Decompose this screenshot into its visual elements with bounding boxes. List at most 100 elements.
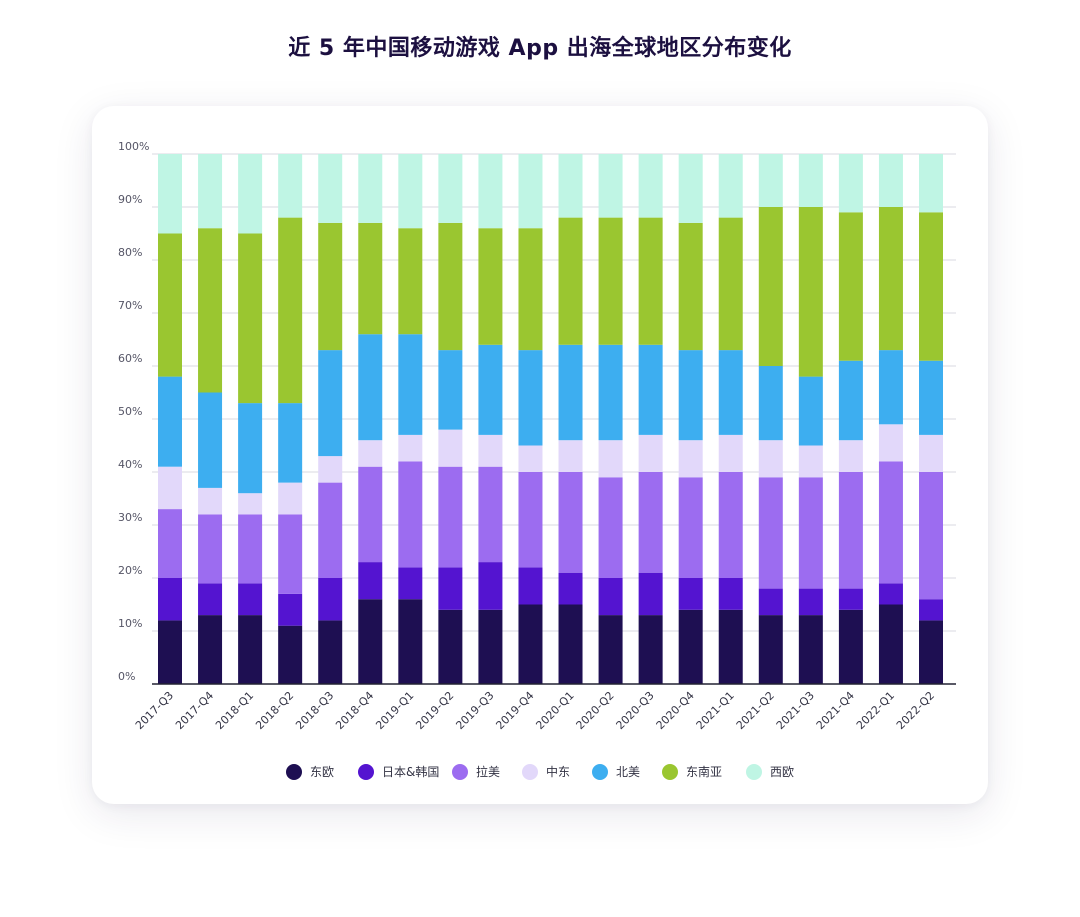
bar-segment	[798, 154, 823, 207]
bar-segment	[318, 482, 343, 578]
x-tick-label: 2020-Q4	[654, 689, 697, 732]
bar-segment	[478, 562, 503, 610]
x-tick-label: 2018-Q2	[253, 689, 296, 732]
bar-segment	[718, 154, 743, 218]
bar-segment	[278, 625, 303, 684]
x-tick-label: 2019-Q2	[413, 689, 456, 732]
bar-segment	[598, 477, 623, 578]
bar-segment	[318, 620, 343, 684]
x-tick-label: 2020-Q2	[574, 689, 617, 732]
y-tick-label: 0%	[118, 670, 135, 683]
chart-title: 近 5 年中国移动游戏 App 出海全球地区分布变化	[288, 36, 792, 61]
bar-segment	[478, 434, 503, 467]
bar-segment	[878, 461, 903, 584]
bar-segment	[318, 154, 343, 223]
bar-segment	[198, 392, 223, 488]
bar-segment	[678, 222, 703, 351]
bar-segment	[358, 599, 383, 684]
bar-segment	[278, 482, 303, 515]
bar-segment	[718, 578, 743, 610]
y-tick-label: 20%	[118, 564, 142, 577]
bar-segment	[678, 609, 703, 684]
bar-segment	[478, 609, 503, 684]
bar-segment	[838, 440, 863, 472]
bar-segment	[398, 434, 423, 462]
bar-segment	[718, 609, 743, 684]
legend-swatch	[592, 764, 608, 780]
bar-segment	[438, 350, 463, 430]
bar-segment	[518, 472, 543, 568]
legend-label: 东欧	[310, 765, 334, 779]
bar-segment	[919, 434, 943, 472]
bar-segment	[598, 154, 623, 218]
bar-segment	[278, 403, 303, 483]
bar-segment	[438, 222, 463, 351]
x-tick-label: 2021-Q2	[734, 689, 777, 732]
bar-segment	[758, 477, 783, 589]
bar-segment	[598, 615, 623, 684]
bar-segment	[358, 154, 383, 223]
bar-segment	[678, 477, 703, 578]
bar-segment	[438, 466, 463, 568]
legend-label: 北美	[616, 765, 640, 779]
x-tick-label: 2017-Q3	[133, 689, 176, 732]
bar-segment	[238, 154, 263, 234]
legend-label: 东南亚	[686, 764, 722, 779]
bar-segment	[638, 154, 663, 218]
bar-segment	[318, 456, 343, 483]
bar-segment	[478, 466, 503, 563]
bar-segment	[919, 620, 943, 684]
bar-segment	[398, 334, 423, 435]
bar-segment	[438, 567, 463, 610]
y-tick-label: 100%	[118, 140, 149, 153]
bar-segment	[238, 514, 263, 584]
legend-item: 拉美	[452, 764, 500, 780]
bar-segment	[919, 360, 943, 435]
y-tick-label: 40%	[118, 458, 142, 471]
bar-segment	[678, 350, 703, 441]
legend-swatch	[452, 764, 468, 780]
bar-segment	[438, 154, 463, 223]
bar-segment	[158, 233, 182, 377]
bar-segment	[638, 615, 663, 684]
bar-segment	[478, 228, 503, 345]
x-tick-label: 2022-Q2	[894, 689, 937, 732]
bar-segment	[478, 154, 503, 229]
bar-segment	[919, 154, 943, 213]
bar-segment	[518, 154, 543, 229]
bar-segment	[318, 350, 343, 457]
bar-segment	[598, 578, 623, 616]
x-tick-label: 2019-Q4	[493, 689, 536, 732]
bar-segment	[838, 588, 863, 610]
bar-segment	[358, 222, 383, 335]
bar-segment	[758, 440, 783, 478]
legend-item: 西欧	[746, 764, 794, 780]
legend-swatch	[358, 764, 374, 780]
bar-segment	[878, 207, 903, 351]
bar-segment	[798, 588, 823, 616]
bar-segment	[518, 567, 543, 605]
bar-segment	[318, 222, 343, 351]
bar-segment	[838, 472, 863, 589]
bar-segment	[678, 154, 703, 223]
bar-segment	[878, 583, 903, 605]
bar-segment	[598, 344, 623, 441]
bar-segment	[878, 350, 903, 425]
bar-segment	[398, 599, 423, 684]
bar-segment	[158, 154, 182, 234]
bar-segment	[598, 440, 623, 478]
legend-swatch	[746, 764, 762, 780]
x-tick-label: 2018-Q3	[293, 689, 336, 732]
bar-segment	[158, 578, 182, 621]
bar-segment	[878, 424, 903, 462]
y-tick-label: 50%	[118, 405, 142, 418]
bar-segment	[838, 154, 863, 213]
bar-segment	[838, 212, 863, 361]
bar-segment	[278, 593, 303, 626]
bar-segment	[638, 434, 663, 472]
bar-segment	[718, 434, 743, 472]
y-tick-label: 30%	[118, 511, 142, 524]
bar-segment	[638, 344, 663, 435]
bar-segment	[558, 604, 583, 684]
